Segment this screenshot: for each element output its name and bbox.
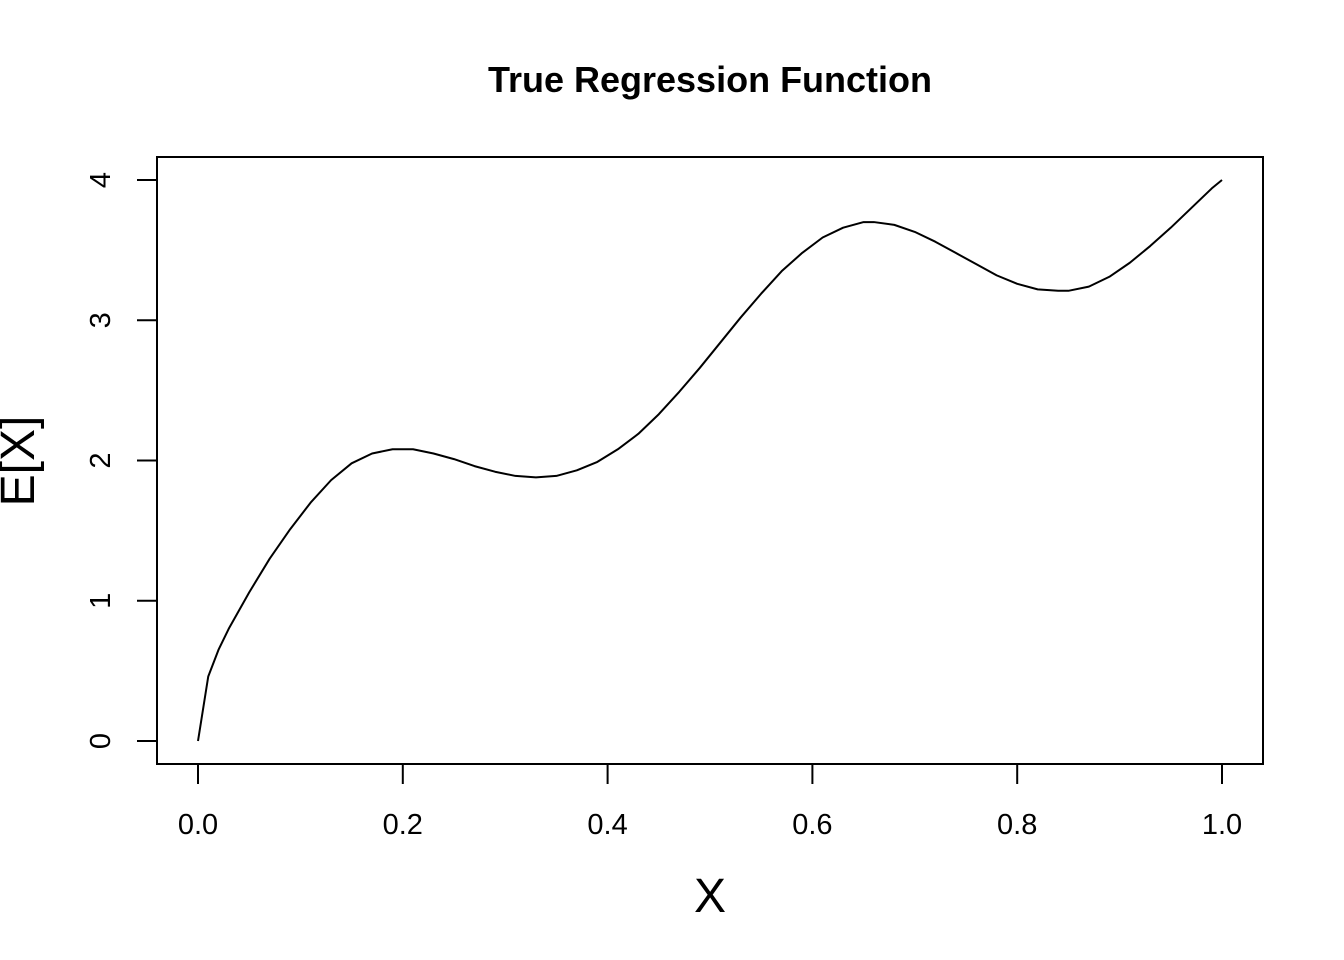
x-tick-label: 0.0 xyxy=(178,809,218,841)
y-tick-label: 2 xyxy=(85,452,117,468)
y-tick-label: 4 xyxy=(85,172,117,188)
x-tick-label: 0.8 xyxy=(997,809,1037,841)
x-tick-label: 0.2 xyxy=(383,809,423,841)
x-axis-label: X xyxy=(694,870,726,923)
x-axis: 0.0 0.2 0.4 0.6 0.8 1.0 xyxy=(178,763,1242,841)
x-tick-label: 0.4 xyxy=(587,809,627,841)
y-tick-label: 1 xyxy=(85,593,117,609)
chart-title: True Regression Function xyxy=(488,59,932,100)
y-axis-label: E[X] xyxy=(0,416,45,507)
plot-frame xyxy=(156,156,1264,765)
y-tick-label: 0 xyxy=(85,733,117,749)
y-tick-label: 3 xyxy=(85,312,117,328)
x-tick-label: 0.6 xyxy=(792,809,832,841)
series-line xyxy=(197,179,1223,742)
y-axis: 0 1 2 3 4 xyxy=(85,172,158,749)
x-tick-label: 1.0 xyxy=(1202,809,1242,841)
series-group xyxy=(197,179,1223,742)
